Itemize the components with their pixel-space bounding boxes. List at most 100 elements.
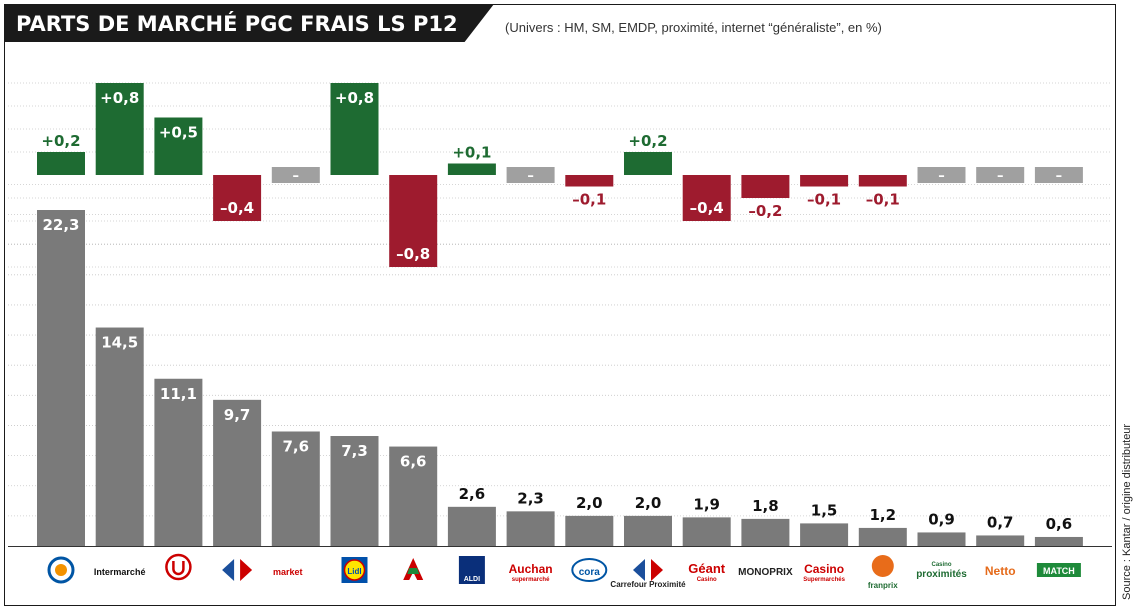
change-bar — [858, 175, 907, 187]
retailer-logo-label: Auchan — [509, 562, 553, 576]
share-bar — [624, 515, 672, 546]
change-value-label: –0,4 — [690, 199, 724, 217]
share-bar — [917, 532, 966, 546]
share-value-label: 2,6 — [459, 485, 486, 503]
share-bar — [976, 535, 1025, 546]
change-value-label: –0,1 — [572, 191, 606, 209]
retailer-logo-label: Netto — [985, 564, 1016, 578]
retailer-logo-label: market — [273, 567, 303, 577]
bar-chart: 22,3+0,214,5+0,8Intermarché11,1+0,59,7–0… — [8, 82, 1112, 590]
retailer-logo-label: ALDI — [464, 576, 480, 583]
share-value-label: 1,8 — [752, 497, 779, 515]
change-value-label: – — [527, 169, 534, 184]
share-value-label: 9,7 — [224, 406, 251, 424]
retailer-logo-label: MATCH — [1043, 566, 1075, 576]
change-bar — [800, 175, 849, 187]
auchan-bird-logo-icon — [407, 568, 420, 574]
chart-subtitle: (Univers : HM, SM, EMDP, proximité, inte… — [505, 20, 882, 35]
share-bar — [858, 527, 907, 546]
retailer-logo-label: Casino — [804, 562, 844, 576]
change-bar — [1034, 167, 1083, 183]
change-bar — [37, 152, 85, 175]
share-bar — [506, 511, 555, 546]
change-bar — [271, 167, 320, 183]
change-bar — [330, 83, 379, 175]
change-value-label: – — [938, 169, 945, 184]
retailer-logo-label: Carrefour Proximité — [610, 580, 686, 589]
change-value-label: – — [293, 169, 300, 184]
retailer-logo-sublabel: Casino — [697, 577, 717, 583]
retailer-logo-sublabel: supermarché — [512, 577, 550, 583]
carrefour-logo-icon — [651, 559, 663, 581]
share-value-label: 11,1 — [160, 385, 197, 403]
retailer-logo-label: cora — [579, 567, 601, 578]
share-value-label: 2,3 — [517, 489, 544, 507]
match-logo-icon — [1036, 563, 1081, 577]
change-bar — [565, 175, 614, 187]
share-value-label: 0,9 — [928, 510, 955, 528]
retailer-logo-label: MONOPRIX — [738, 567, 793, 578]
title-banner: PARTS DE MARCHÉ PGC FRAIS LS P12 — [4, 4, 494, 42]
share-bar — [154, 378, 203, 546]
change-bar — [917, 167, 966, 183]
share-bar — [330, 436, 379, 546]
retailer-logo-sublabel: Casino — [931, 562, 951, 568]
change-bar — [506, 167, 555, 183]
share-value-label: 7,3 — [341, 442, 368, 460]
change-value-label: –0,1 — [807, 191, 841, 209]
share-bar — [741, 518, 790, 546]
change-bar — [213, 175, 262, 221]
super-u-logo-icon — [165, 553, 192, 581]
retailer-logo-label: Lidl — [347, 567, 361, 576]
franprix-logo-icon — [871, 555, 894, 577]
retailer-logo-sublabel: Supermarchés — [803, 577, 845, 583]
change-value-label: –0,1 — [866, 191, 900, 209]
share-bar — [37, 210, 85, 546]
share-value-label: 0,6 — [1046, 515, 1073, 533]
cora-logo-icon — [571, 558, 608, 582]
change-value-label: – — [997, 169, 1004, 184]
change-bar — [389, 175, 438, 267]
share-bar — [213, 399, 262, 546]
change-bar — [976, 167, 1025, 183]
share-value-label: 1,9 — [693, 495, 720, 513]
change-bar — [682, 175, 731, 221]
share-bar — [447, 506, 496, 546]
share-bar — [800, 523, 849, 546]
share-bar — [389, 446, 438, 546]
share-bar — [1034, 536, 1083, 546]
change-bar — [95, 83, 144, 175]
retailer-logo-label: franprix — [868, 581, 898, 590]
change-bar — [447, 163, 496, 175]
carrefour-logo-icon — [240, 559, 253, 581]
change-bar — [154, 117, 203, 175]
change-value-label: +0,2 — [628, 132, 667, 150]
share-value-label: 1,5 — [811, 501, 838, 519]
change-value-label: –0,2 — [748, 202, 782, 220]
carrefour-logo-icon — [222, 559, 235, 581]
share-value-label: 2,0 — [635, 494, 662, 512]
chart-title: PARTS DE MARCHÉ PGC FRAIS LS P12 — [16, 12, 458, 36]
share-value-label: 2,0 — [576, 494, 603, 512]
share-value-label: 6,6 — [400, 453, 427, 471]
carrefour-logo-icon — [633, 559, 645, 581]
share-bar — [271, 431, 320, 546]
share-value-label: 14,5 — [101, 334, 138, 352]
super-u-logo-icon — [172, 561, 185, 576]
aldi-logo-icon — [458, 556, 485, 584]
change-value-label: +0,2 — [41, 132, 80, 150]
leclerc-logo-icon — [55, 564, 67, 576]
change-value-label: +0,5 — [159, 124, 198, 142]
change-value-label: +0,8 — [100, 89, 139, 107]
lidl-logo-icon — [343, 559, 366, 581]
share-bar — [565, 515, 614, 546]
retailer-logo-label: Géant — [688, 561, 726, 576]
change-value-label: –0,8 — [396, 245, 430, 263]
chart-frame — [4, 4, 1116, 606]
source-note: Source : Kantar / origine distributeur — [1121, 423, 1133, 600]
change-value-label: +0,8 — [335, 89, 374, 107]
change-value-label: – — [1056, 169, 1063, 184]
share-value-label: 7,6 — [283, 437, 310, 455]
change-bar — [624, 152, 672, 175]
